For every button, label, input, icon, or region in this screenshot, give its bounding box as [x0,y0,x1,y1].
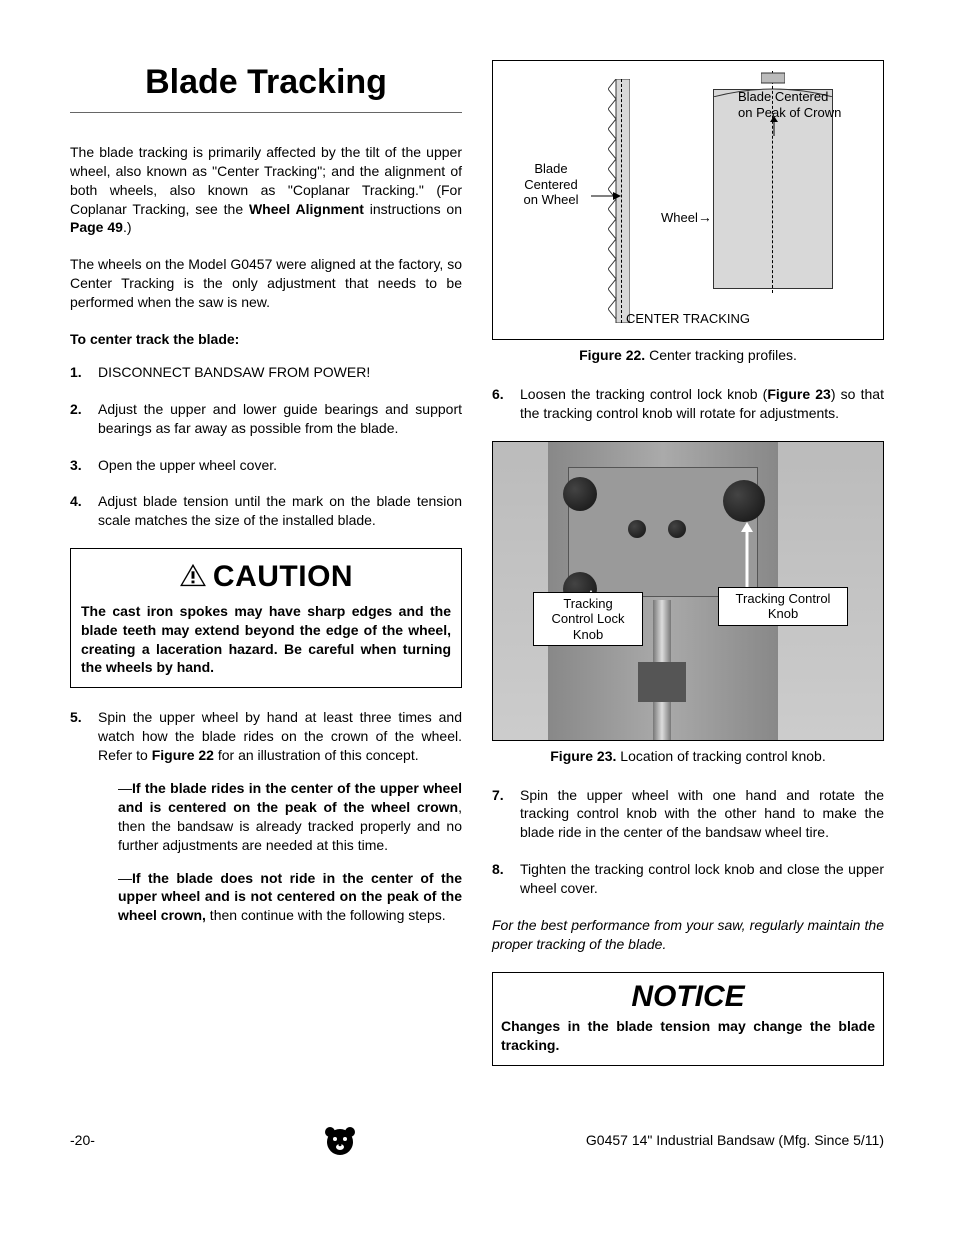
step-5: 5. Spin the upper wheel by hand at least… [70,708,462,939]
notice-title: NOTICE [501,977,875,1018]
bold-ref: Figure 22 [152,747,214,763]
page-number: -20- [70,1131,95,1150]
arrow-icon [591,187,621,206]
step-number: 3. [70,456,98,475]
knob [668,520,686,538]
text: Tracking Control Knob [736,591,831,622]
caption-text: Location of tracking control knob. [616,748,825,764]
blade-guide [638,662,686,702]
text: instructions on [364,201,462,217]
arrow-icon [769,116,779,141]
section-title: Blade Tracking [70,60,462,113]
step-text: Adjust blade tension until the mark on t… [98,492,462,530]
figure-23-caption: Figure 23. Location of tracking control … [492,747,884,766]
closing-note: For the best performance from your saw, … [492,916,884,954]
dashed-line [621,79,622,323]
text: for an illustration of this concept. [214,747,419,763]
caption-text: Center tracking profiles. [645,347,797,363]
page-footer: -20- G0457 14" Industrial Bandsaw (Mfg. … [70,1122,884,1158]
warning-triangle-icon [179,563,207,592]
text: .) [123,219,132,235]
footer-product: G0457 14" Industrial Bandsaw (Mfg. Since… [586,1131,884,1150]
caution-body: The cast iron spokes may have sharp edge… [81,602,451,678]
caption-bold: Figure 22. [579,347,645,363]
sub-item-2: —If the blade does not ride in the cente… [118,869,462,926]
callout-control-knob: Tracking Control Knob [718,587,848,626]
step-text: Adjust the upper and lower guide bearing… [98,400,462,438]
knob [628,520,646,538]
right-column: Blade Centered on Wheel Blade Centered o… [492,60,884,1082]
caption-bold: Figure 23. [550,748,616,764]
figure-22-caption: Figure 22. Center tracking profiles. [492,346,884,365]
text: Tracking Control Lock Knob [552,596,625,642]
step-text: Spin the upper wheel with one hand and r… [520,786,884,843]
step-1: 1.DISCONNECT BANDSAW FROM POWER! [70,363,462,382]
left-column: Blade Tracking The blade tracking is pri… [70,60,462,1082]
step-text: Loosen the tracking control lock knob (F… [520,385,884,423]
step-number: 1. [70,363,98,382]
step-number: 6. [492,385,520,423]
notice-box: NOTICE Changes in the blade tension may … [492,972,884,1066]
step-text: Spin the upper wheel by hand at least th… [98,708,462,939]
step-8: 8.Tighten the tracking control lock knob… [492,860,884,898]
caution-header: CAUTION [81,557,451,598]
bear-logo-icon [95,1122,586,1158]
step-7: 7.Spin the upper wheel with one hand and… [492,786,884,843]
step-text: DISCONNECT BANDSAW FROM POWER! [98,363,462,382]
label-blade-centered-wheel: Blade Centered on Wheel [511,161,591,208]
step-4: 4.Adjust blade tension until the mark on… [70,492,462,530]
intro-paragraph-1: The blade tracking is primarily affected… [70,143,462,237]
steps-list-right-1: 6.Loosen the tracking control lock knob … [492,385,884,423]
step-number: 4. [70,492,98,530]
step-number: 2. [70,400,98,438]
callout-lock-knob: Tracking Control Lock Knob [533,592,643,647]
caution-box: CAUTION The cast iron spokes may have sh… [70,548,462,688]
step-text: Tighten the tracking control lock knob a… [520,860,884,898]
text: then continue with the following steps. [206,907,446,923]
text: Blade Centered on Wheel [524,161,579,207]
step-number: 8. [492,860,520,898]
steps-list-left-2: 5. Spin the upper wheel by hand at least… [70,708,462,939]
text: Wheel [661,210,698,225]
knob [563,477,597,511]
label-center-tracking: CENTER TRACKING [493,311,883,327]
procedure-intro: To center track the blade: [70,330,462,349]
notice-body: Changes in the blade tension may change … [501,1017,875,1055]
text: Loosen the tracking control lock knob ( [520,386,767,402]
bold-ref: Wheel Alignment [249,201,364,217]
step-2: 2.Adjust the upper and lower guide beari… [70,400,462,438]
steps-list-right-2: 7.Spin the upper wheel with one hand and… [492,786,884,898]
figure-22-diagram: Blade Centered on Wheel Blade Centered o… [492,60,884,340]
figure-23-photo: Tracking Control Lock Knob Tracking Cont… [492,441,884,741]
step-6: 6.Loosen the tracking control lock knob … [492,385,884,423]
bold-text: If the blade rides in the center of the … [118,780,462,815]
step-number: 7. [492,786,520,843]
label-blade-centered-crown: Blade Centered on Peak of Crown [738,89,858,120]
step-text: Open the upper wheel cover. [98,456,462,475]
step-3: 3.Open the upper wheel cover. [70,456,462,475]
sub-item-1: —If the blade rides in the center of the… [118,779,462,855]
tracking-control-knob [723,480,765,522]
intro-paragraph-2: The wheels on the Model G0457 were align… [70,255,462,312]
caution-title: CAUTION [213,557,353,598]
bold-ref: Page 49 [70,219,123,235]
bold-ref: Figure 23 [767,386,831,402]
text: Blade Centered on Peak of Crown [738,89,841,120]
callout-arrow-icon [737,522,757,597]
blade-top-view [761,69,785,85]
step-number: 5. [70,708,98,939]
label-wheel: Wheel→ [661,209,712,226]
steps-list-left: 1.DISCONNECT BANDSAW FROM POWER! 2.Adjus… [70,363,462,530]
